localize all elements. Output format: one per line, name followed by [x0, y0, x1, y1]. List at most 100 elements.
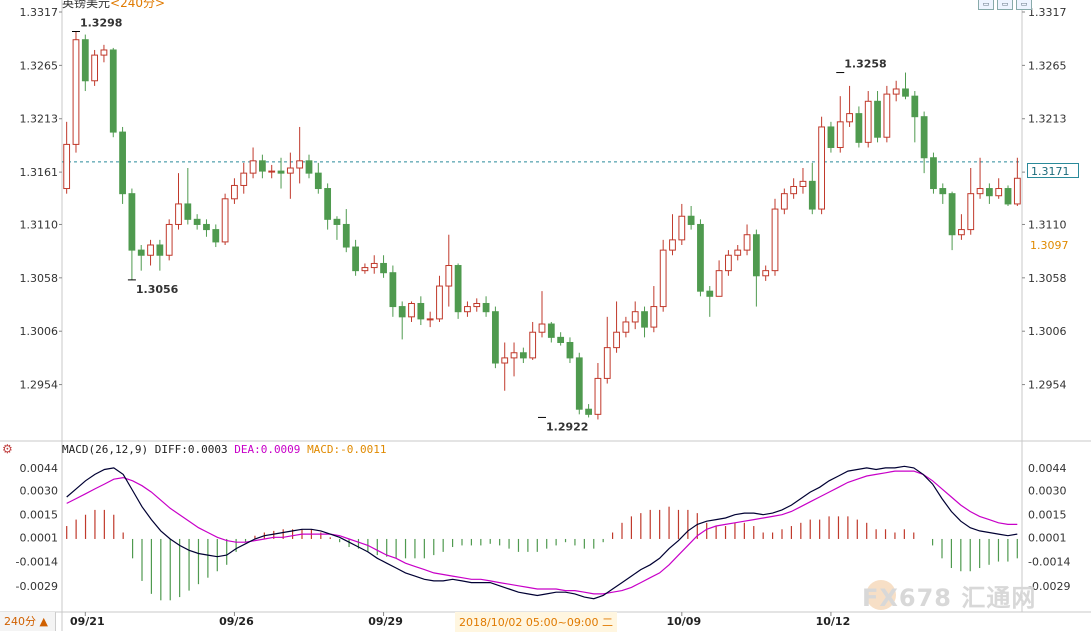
candle-body-66: [678, 215, 686, 241]
close-window-icon[interactable]: ▭: [1016, 0, 1032, 10]
price-tick-right-1: 1.3265: [1028, 59, 1067, 72]
candle-body-21: [258, 160, 266, 172]
candle-body-59: [613, 331, 620, 349]
macd-diff-label: DIFF:0.0003: [154, 443, 228, 456]
candle-body-52: [547, 323, 555, 338]
chart-title: 英镑美元<240分>: [62, 0, 165, 11]
candle-body-100: [995, 188, 1003, 197]
candle-body-102: [1013, 177, 1021, 205]
candle-body-61: [631, 311, 639, 323]
instrument-name: 英镑美元: [62, 0, 111, 10]
candle-body-68: [697, 223, 704, 292]
candle-body-29: [333, 218, 341, 225]
candle-body-70: [715, 270, 723, 297]
candle-body-99: [985, 188, 993, 197]
macd-title: MACD(26,12,9): [62, 443, 149, 456]
candle-body-63: [650, 306, 658, 328]
candle-body-77: [780, 193, 788, 210]
price-tick-right-5: 1.3058: [1028, 272, 1067, 285]
candle-body-92: [920, 116, 928, 159]
candle-body-19: [240, 172, 248, 186]
candle-body-48: [510, 352, 518, 359]
window-buttons: ▭ ▭ ▭: [978, 0, 1032, 10]
macd-tick-right-1: 0.0030: [1028, 485, 1067, 498]
candle-body-95: [948, 193, 956, 236]
candle-body-55: [575, 357, 583, 410]
secondary-price-tag: 1.3097: [1030, 239, 1069, 252]
candle-body-46: [492, 311, 499, 364]
date-label-3: 10/09: [666, 615, 701, 628]
candle-body-15: [203, 223, 210, 231]
candle-body-4: [100, 49, 108, 56]
candle-body-72: [734, 249, 742, 256]
price-tick-left-7: 1.2954: [20, 379, 59, 392]
candle-body-78: [790, 185, 798, 195]
candle-body-93: [930, 157, 937, 190]
candle-body-80: [808, 180, 816, 210]
candle-body-28: [324, 188, 332, 220]
candle-body-87: [874, 100, 881, 138]
price-tick-left-0: 1.3317: [20, 6, 59, 19]
candle-body-53: [557, 336, 565, 343]
candle-body-86: [864, 100, 872, 143]
candle-body-67: [687, 215, 695, 225]
candle-body-12: [175, 203, 182, 225]
price-tick-left-2: 1.3213: [20, 113, 59, 126]
macd-tick-right-2: 0.0015: [1028, 509, 1067, 522]
maximize-window-icon[interactable]: ▭: [997, 0, 1013, 10]
candle-body-39: [426, 318, 434, 321]
candle-body-56: [585, 408, 592, 415]
candle-body-97: [967, 193, 975, 231]
candle-body-36: [398, 306, 406, 318]
candle-body-98: [976, 188, 984, 195]
candle-body-96: [958, 229, 965, 236]
candle-body-94: [939, 188, 947, 195]
price-tick-right-6: 1.3006: [1028, 325, 1067, 338]
candle-body-1: [72, 39, 80, 145]
macd-tick-left-2: 0.0015: [20, 509, 59, 522]
candle-body-26: [305, 160, 313, 174]
period-selector-button[interactable]: 240分 ▲: [0, 612, 56, 631]
date-label-0: 09/21: [70, 615, 105, 628]
candle-body-22: [268, 170, 276, 173]
candle-body-83: [836, 121, 844, 148]
candle-body-14: [193, 218, 201, 225]
candle-body-34: [380, 262, 387, 274]
candle-body-50: [529, 331, 537, 359]
candle-body-43: [464, 306, 471, 313]
candle-body-58: [603, 347, 611, 379]
candle-body-82: [827, 126, 835, 148]
crosshair-time-label: 2018/10/02 05:00~09:00 二: [455, 612, 618, 632]
candle-body-30: [342, 223, 350, 248]
candle-body-45: [482, 302, 490, 313]
candle-body-85: [855, 113, 863, 143]
candle-body-54: [566, 341, 574, 359]
candle-body-91: [911, 95, 919, 118]
candle-body-51: [538, 323, 546, 333]
candle-body-18: [231, 184, 238, 200]
candle-body-71: [725, 254, 732, 272]
price-tick-right-2: 1.3213: [1028, 113, 1067, 126]
extreme-label-2: 1.2922: [546, 420, 588, 433]
date-label-2: 09/29: [368, 615, 403, 628]
candle-body-89: [892, 88, 900, 95]
diff-line: [66, 465, 1018, 600]
candle-body-101: [1004, 188, 1012, 205]
macd-tick-right-4: -0.0014: [1028, 556, 1070, 569]
candle-body-81: [818, 126, 826, 210]
macd-dea-label: DEA:0.0009: [234, 443, 301, 456]
candle-body-49: [519, 352, 527, 359]
macd-tick-left-1: 0.0030: [20, 485, 59, 498]
candle-body-69: [706, 290, 714, 297]
candle-body-79: [799, 180, 807, 187]
gear-icon[interactable]: ⚙: [2, 442, 13, 456]
restore-window-icon[interactable]: ▭: [978, 0, 994, 10]
candle-body-35: [389, 272, 397, 308]
candle-body-41: [445, 265, 453, 287]
macd-tick-left-0: 0.0044: [20, 462, 59, 475]
candle-body-47: [501, 357, 509, 364]
price-tick-left-1: 1.3265: [20, 59, 59, 72]
candle-body-11: [165, 223, 173, 256]
price-tick-right-7: 1.2954: [1028, 379, 1067, 392]
